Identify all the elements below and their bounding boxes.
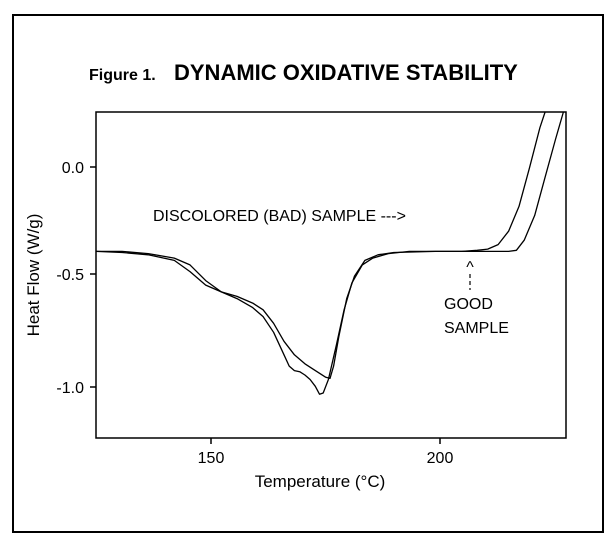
plot-area	[95, 111, 567, 439]
good-sample-arrow-head: ^	[466, 259, 474, 276]
x-tick-label: 200	[427, 450, 454, 467]
y-tick-label: 0.0	[62, 160, 84, 177]
curves	[95, 111, 565, 395]
figure-number: Figure 1.	[89, 67, 156, 84]
y-axis-label: Heat Flow (W/g)	[24, 214, 43, 337]
x-axis-label: Temperature (°C)	[255, 472, 386, 491]
figure-frame: Figure 1. DYNAMIC OXIDATIVE STABILITY 0.…	[12, 14, 604, 533]
series-line-bad-sample	[95, 111, 546, 395]
y-tick-label: -1.0	[56, 380, 84, 397]
good-sample-label-line2: SAMPLE	[444, 320, 509, 337]
y-tick-label: -0.5	[56, 267, 84, 284]
good-sample-label-line1: GOOD	[444, 296, 493, 313]
x-tick-label: 150	[198, 450, 225, 467]
chart: Figure 1. DYNAMIC OXIDATIVE STABILITY 0.…	[24, 60, 567, 491]
bad-sample-annotation: DISCOLORED (BAD) SAMPLE --->	[153, 208, 406, 225]
chart-title: DYNAMIC OXIDATIVE STABILITY	[174, 60, 518, 85]
series-line-good-sample	[96, 111, 565, 380]
